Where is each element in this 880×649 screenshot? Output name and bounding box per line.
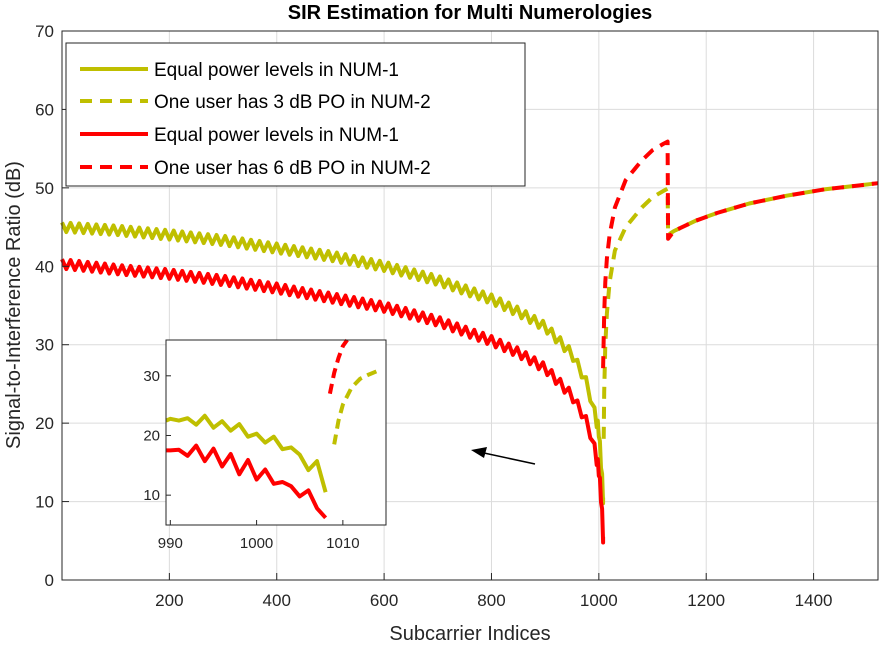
- chart-title: SIR Estimation for Multi Numerologies: [288, 2, 652, 24]
- x-axis-label: Subcarrier Indices: [389, 623, 550, 644]
- y-axis-label: Signal-to-Interference Ratio (dB): [3, 161, 25, 449]
- y-tick-label: 20: [35, 414, 54, 433]
- plot-frame: [61, 30, 879, 581]
- legend-box: [65, 42, 526, 187]
- legend-label-4: One user has 6 dB PO in NUM-2: [154, 158, 431, 179]
- y-tick-label: 50: [35, 179, 54, 198]
- x-tick-label: 1200: [687, 591, 725, 610]
- inset-x-tick-label: 1000: [240, 535, 273, 552]
- legend-label-3: Equal power levels in NUM-1: [154, 125, 399, 146]
- axis-ticks: 200 400 600 800 1000 1200 1400 0 10 20 30 40 50 60 70: [35, 22, 832, 610]
- x-tick-label: 200: [155, 591, 183, 610]
- arrow-shaft: [483, 452, 536, 465]
- zoom-arrow: [471, 447, 536, 465]
- x-tick-label: 1400: [795, 591, 833, 610]
- inset-frame: [165, 339, 387, 526]
- inset-background: [166, 340, 386, 525]
- inset-series-line-3: [166, 443, 328, 520]
- y-tick-label: 40: [35, 257, 54, 276]
- series-line-1: [60, 220, 606, 506]
- x-tick-label: 400: [263, 591, 291, 610]
- inset-x-tick-label: 990: [158, 535, 183, 552]
- inset-y-tick-label: 10: [143, 487, 160, 504]
- arrow-head: [471, 447, 487, 458]
- x-tick-label: 600: [370, 591, 398, 610]
- y-tick-label: 70: [35, 22, 54, 41]
- y-tick-label: 10: [35, 493, 54, 512]
- inset-series-line-2: [332, 369, 379, 445]
- series-line-3: [60, 258, 606, 545]
- x-tick-label: 1000: [580, 591, 618, 610]
- inset-x-tick-label: 1010: [326, 535, 359, 552]
- x-tick-label: 800: [477, 591, 505, 610]
- legend: Equal power levels in NUM-1 One user has…: [65, 42, 526, 187]
- series-line-2: [601, 181, 879, 439]
- inset-series-line-4: [327, 338, 349, 395]
- y-tick-label: 60: [35, 100, 54, 119]
- legend-label-1: Equal power levels in NUM-1: [154, 60, 399, 81]
- inset-y-tick-label: 20: [143, 427, 160, 444]
- legend-label-2: One user has 3 dB PO in NUM-2: [154, 92, 431, 113]
- inset-y-tick-label: 30: [143, 368, 160, 385]
- y-tick-label: 30: [35, 336, 54, 355]
- inset-series-line-1: [165, 413, 328, 493]
- series-line-4: [601, 139, 879, 369]
- inset-series-layer: [165, 338, 379, 520]
- y-tick-label: 0: [45, 571, 54, 590]
- series-layer: [60, 139, 879, 545]
